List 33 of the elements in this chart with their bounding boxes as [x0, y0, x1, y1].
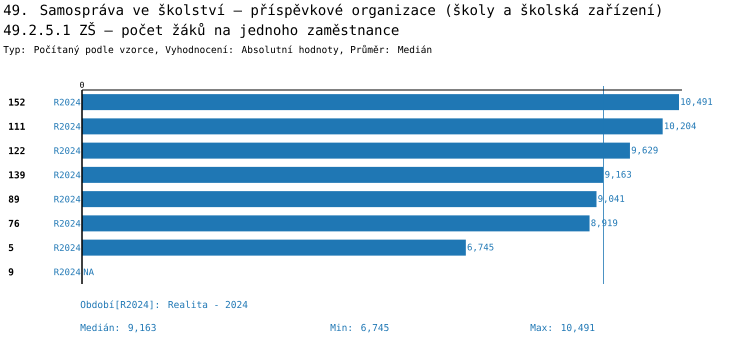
- y-tick-label: 152: [9, 98, 25, 106]
- text: Typ: Počítaný podle vzorce, Vyhodnocení: Absolutní hodnoty, Průměr: Medián: [3, 44, 432, 55]
- data-label: 10,491: [681, 98, 712, 106]
- text: Max: 10,491: [530, 324, 594, 332]
- bar: [82, 215, 590, 232]
- text: Min: 6,745: [330, 324, 389, 332]
- y-tick-label: 122: [9, 147, 25, 154]
- y-tick-label: 89: [8, 196, 20, 203]
- text: R2024: [54, 268, 80, 276]
- text: R2024: [54, 196, 80, 203]
- y-tick-label: 111: [9, 122, 25, 130]
- text: R2024: [54, 147, 80, 154]
- series-label: R2024: [54, 98, 80, 106]
- y-tick-label: 9: [8, 268, 14, 276]
- chart-subtitle: 49.2.5.1 ZŠ – počet žáků na jednoho zaměstnance: [4, 22, 398, 38]
- text: NA: [84, 268, 94, 276]
- text: R2024: [54, 244, 80, 252]
- y-tick-label: 5: [8, 244, 14, 252]
- text: Období[R2024]: Realita - 2024: [80, 300, 248, 310]
- data-label: 10,204: [664, 122, 696, 130]
- text: R2024: [54, 220, 80, 227]
- text: 0: [80, 82, 84, 88]
- chart-title: 49. Samospráva ve školství – příspěvkové organizace (školy a školská zařízení): [4, 4, 660, 18]
- data-label: 6,745: [468, 244, 494, 252]
- y-tick-label: 139: [9, 171, 25, 178]
- text: R2024: [54, 122, 80, 130]
- y-tick-label: 76: [8, 220, 20, 227]
- bar: [82, 191, 596, 208]
- data-label: 9,629: [632, 146, 658, 155]
- bar: [82, 240, 466, 256]
- text: Medián: 9,163: [80, 323, 156, 332]
- data-label: 9,163: [605, 170, 632, 179]
- text: R2024: [54, 171, 80, 178]
